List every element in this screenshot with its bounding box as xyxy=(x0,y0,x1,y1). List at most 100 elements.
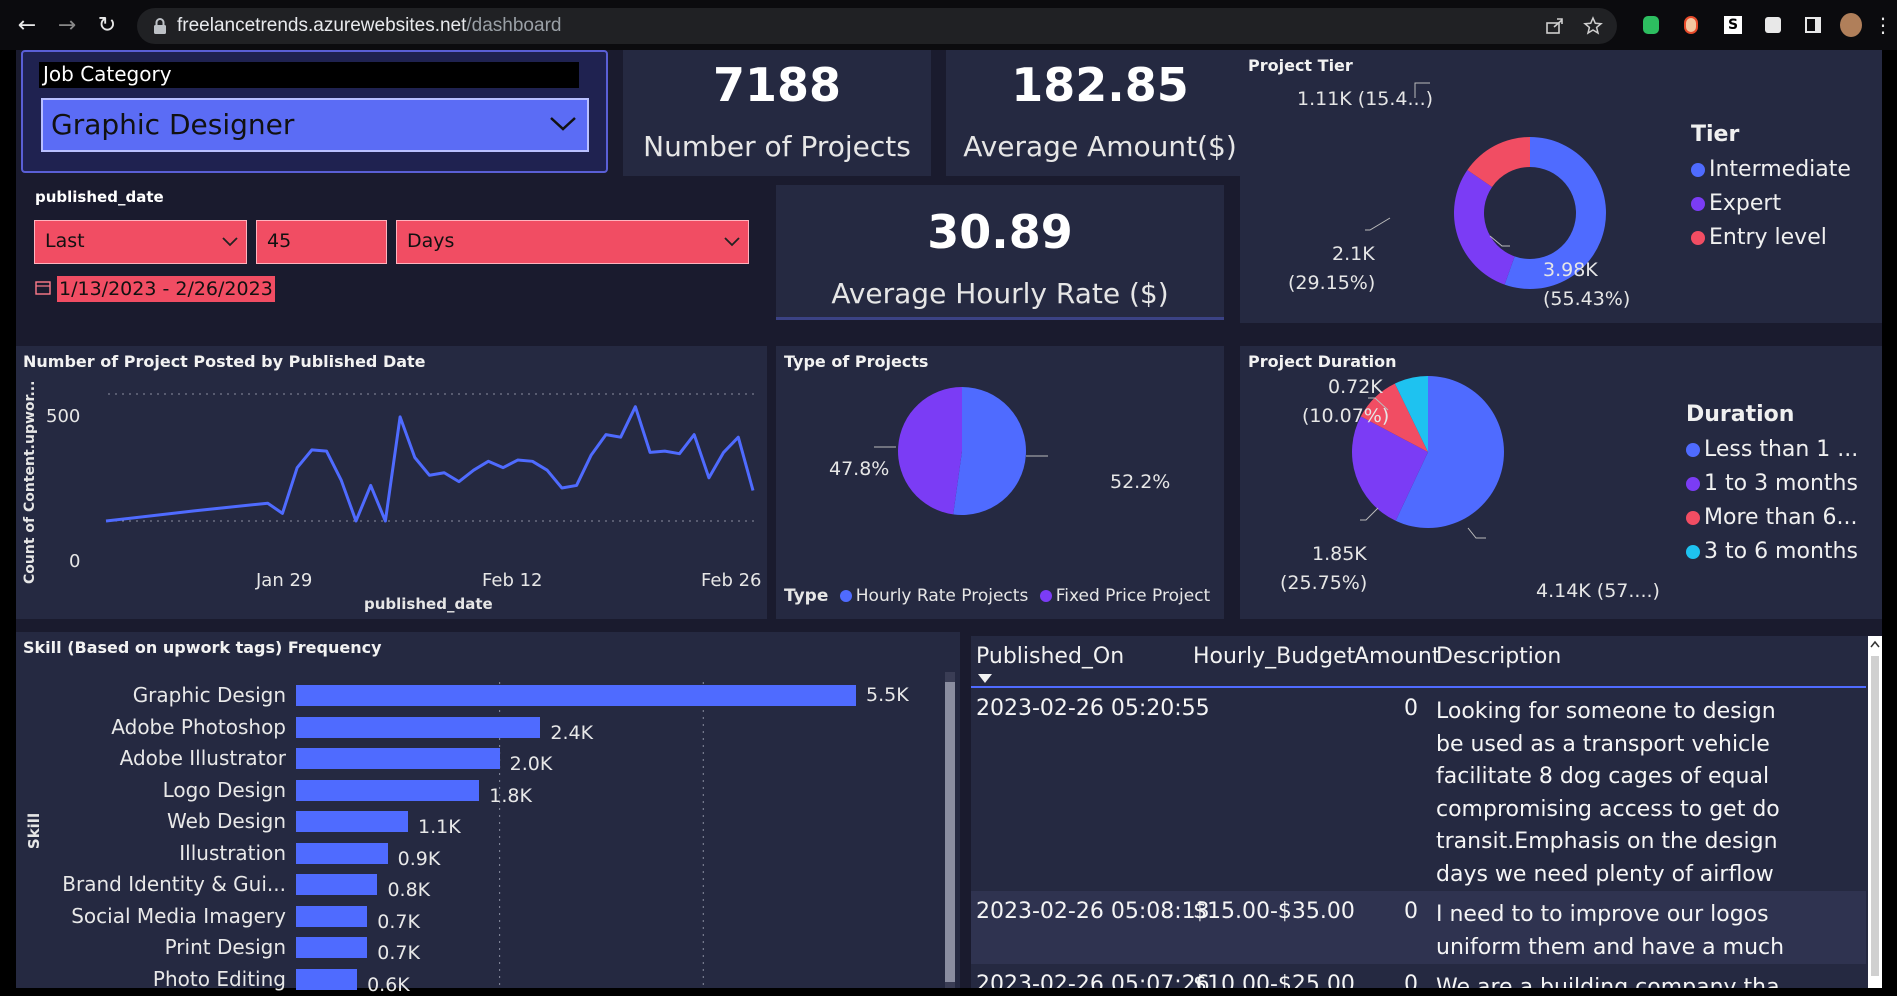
skill-bar[interactable] xyxy=(296,685,856,706)
cell-description: We are a building company tha xyxy=(1436,972,1780,988)
sort-desc-icon xyxy=(978,674,992,683)
legend-dot xyxy=(1691,163,1705,177)
ytick-500: 500 xyxy=(46,406,81,427)
xtick-feb26: Feb 26 xyxy=(701,570,762,591)
skill-label: Print Design xyxy=(164,935,286,959)
skill-value: 0.8K xyxy=(387,879,431,901)
legend-label: 1 to 3 months xyxy=(1704,471,1858,496)
type-slice-1[interactable] xyxy=(898,387,962,515)
cell-hourly-budget: $15.00-$35.00 xyxy=(1193,899,1355,924)
tier-legend-entry[interactable]: Entry level xyxy=(1691,225,1827,250)
duration-legend-less1[interactable]: Less than 1 ... xyxy=(1686,437,1858,462)
col-published-on[interactable]: Published_On xyxy=(976,644,1125,669)
tier-slice-0[interactable] xyxy=(1504,137,1606,289)
duration-chart-title: Project Duration xyxy=(1248,352,1397,371)
duration-slice-0[interactable] xyxy=(1395,376,1504,528)
kpi-projects-label: Number of Projects xyxy=(643,130,911,163)
date-range-text: 1/13/2023 - 2/26/2023 xyxy=(57,276,275,302)
back-icon[interactable]: ← xyxy=(17,12,37,38)
xtick-feb12: Feb 12 xyxy=(482,570,543,591)
skill-label: Brand Identity & Gui... xyxy=(62,872,286,896)
skill-bar[interactable] xyxy=(296,748,500,769)
duration-leader-line xyxy=(1360,507,1379,521)
url-host: freelancetrends.azurewebsites.net xyxy=(177,15,467,36)
skill-bar[interactable] xyxy=(296,937,368,958)
address-bar[interactable]: freelancetrends.azurewebsites.net/dashbo… xyxy=(137,8,1617,44)
legend-label: Hourly Rate Projects xyxy=(855,586,1029,606)
skill-label: Graphic Design xyxy=(132,683,286,707)
star-icon[interactable] xyxy=(1583,16,1603,36)
skill-bar[interactable] xyxy=(296,811,408,832)
share-icon[interactable] xyxy=(1545,17,1565,35)
duration-legend-more6[interactable]: More than 6... xyxy=(1686,505,1858,530)
type-legend-fixed[interactable]: Fixed Price Project xyxy=(1039,586,1210,606)
extension-icon[interactable] xyxy=(1680,14,1702,36)
cell-published-on: 2023-02-26 05:08:13 xyxy=(976,899,1210,924)
skill-bar[interactable] xyxy=(296,716,541,738)
kpi-average-amount: 182.85 Average Amount($) xyxy=(946,50,1254,176)
type-legend-hourly[interactable]: Hourly Rate Projects xyxy=(839,586,1029,606)
type-legend: Type Hourly Rate Projects Fixed Price Pr… xyxy=(784,586,1210,606)
col-hourly-budget[interactable]: Hourly_Budget xyxy=(1193,644,1356,669)
menu-kebab-icon[interactable]: ⋮ xyxy=(1873,13,1893,37)
skills-scrollbar-thumb[interactable] xyxy=(945,682,955,982)
job-category-dropdown[interactable]: Graphic Designer xyxy=(41,98,589,152)
scroll-up-icon[interactable] xyxy=(1870,640,1880,648)
table-scrollbar-thumb[interactable] xyxy=(1871,656,1879,976)
table-header: Published_On Hourly_Budget Amount Descri… xyxy=(971,636,1866,688)
profile-avatar-icon[interactable] xyxy=(1840,13,1862,37)
skills-frequency-chart: Skill (Based on upwork tags) Frequency S… xyxy=(16,632,960,996)
description-line: transit.Emphasis on the design xyxy=(1436,829,1778,854)
table-row[interactable]: 2023-02-26 05:20:55 0 Looking for someone … xyxy=(971,688,1866,892)
tier-slice-2[interactable] xyxy=(1467,137,1530,187)
job-category-value: Graphic Designer xyxy=(51,108,295,141)
date-unit-dropdown[interactable]: Days xyxy=(396,220,749,264)
date-mode-dropdown[interactable]: Last xyxy=(34,220,247,264)
line-series[interactable] xyxy=(105,405,755,523)
skill-bar[interactable] xyxy=(296,905,368,927)
date-count-input[interactable]: 45 xyxy=(256,220,387,264)
table-row[interactable]: 2023-02-26 05:08:13 $15.00-$35.00 0 I need … xyxy=(971,891,1866,965)
side-panel-icon[interactable] xyxy=(1802,14,1824,36)
s-extension-icon[interactable]: S xyxy=(1722,14,1744,36)
skill-value: 0.6K xyxy=(367,973,410,996)
table-scrollbar[interactable] xyxy=(1868,636,1882,988)
type-slice-0[interactable] xyxy=(953,387,1026,515)
cell-published-on: 2023-02-26 05:20:55 xyxy=(976,696,1210,721)
tier-slice-1[interactable] xyxy=(1454,169,1515,285)
puzzle-extensions-icon[interactable] xyxy=(1762,14,1784,36)
col-amount[interactable]: Amount xyxy=(1354,644,1441,669)
duration-slice-1[interactable] xyxy=(1352,416,1428,521)
description-line: Looking for someone to design xyxy=(1436,699,1776,724)
description-line: facilitate 8 dog cages of equal xyxy=(1436,764,1770,789)
legend-label: Expert xyxy=(1709,191,1782,216)
skills-scrollbar[interactable] xyxy=(945,672,955,988)
duration-legend-three6[interactable]: 3 to 6 months xyxy=(1686,539,1858,564)
skill-bar[interactable] xyxy=(296,968,358,990)
skill-bar[interactable] xyxy=(296,842,388,864)
url-path: /dashboard xyxy=(466,15,562,36)
skill-bar[interactable] xyxy=(296,779,480,801)
duration-slice-3[interactable] xyxy=(1394,376,1428,452)
legend-dot xyxy=(1686,511,1700,525)
reload-icon[interactable]: ↻ xyxy=(97,12,117,38)
project-duration-chart: Project Duration 0.72K (10.07%) 1.85K (2… xyxy=(1240,346,1882,619)
tier-legend-expert[interactable]: Expert xyxy=(1691,191,1781,216)
table-row[interactable]: 2023-02-26 05:07:26 $10.00-$25.00 0 We are … xyxy=(971,964,1866,988)
description-line: be used as a transport vehicle xyxy=(1436,731,1770,757)
skill-value: 2.4K xyxy=(550,721,594,744)
duration-more6-pct: (10.07%) xyxy=(1302,405,1390,427)
forward-icon[interactable]: → xyxy=(57,12,77,38)
type-pie xyxy=(874,387,1048,515)
date-count-value: 45 xyxy=(267,230,292,252)
line-chart-xlabel: published_date xyxy=(364,595,493,613)
description-line: days we need plenty of airflow xyxy=(1436,861,1774,887)
description-line: uniform them and have a much xyxy=(1436,934,1785,960)
col-description[interactable]: Description xyxy=(1436,644,1562,669)
tier-legend-intermediate[interactable]: Intermediate xyxy=(1691,157,1851,182)
skill-bar[interactable] xyxy=(296,874,378,895)
dashboard-canvas: Job Category Graphic Designer 7188 Numbe… xyxy=(16,50,1882,996)
evernote-extension-icon[interactable] xyxy=(1640,14,1662,36)
duration-pie xyxy=(1352,376,1504,539)
duration-legend-one3[interactable]: 1 to 3 months xyxy=(1686,471,1858,496)
